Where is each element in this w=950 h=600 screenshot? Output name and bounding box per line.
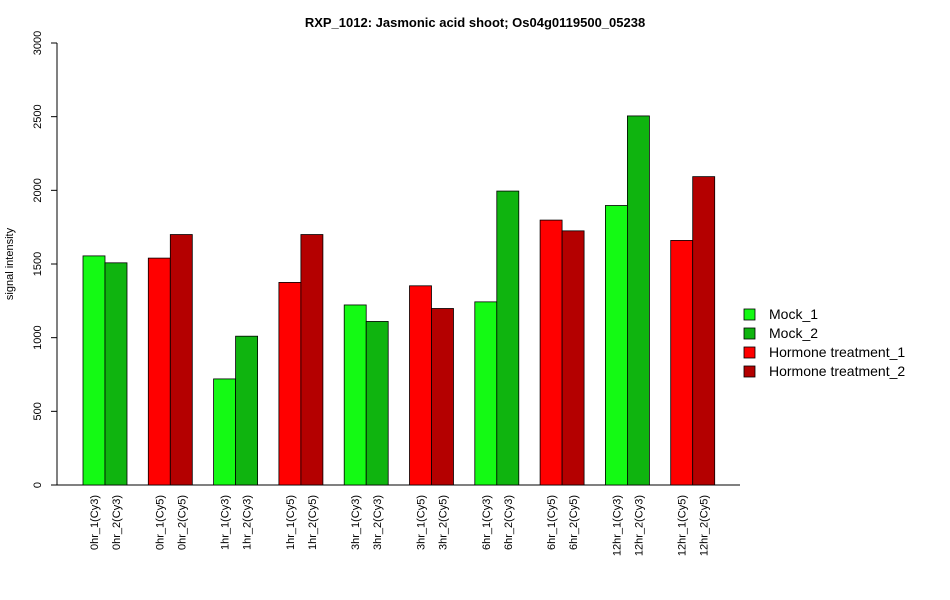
x-tick-label: 6hr_2(Cy5) bbox=[568, 495, 580, 550]
x-tick-label: 0hr_2(Cy3) bbox=[111, 495, 123, 550]
bar-12hr_1(Cy5) bbox=[670, 240, 694, 486]
x-tick-label: 3hr_2(Cy5) bbox=[438, 495, 450, 550]
bar-12hr_2(Cy3) bbox=[627, 115, 650, 486]
y-tick-label: 0 bbox=[32, 482, 44, 488]
x-tick-label: 12hr_2(Cy5) bbox=[699, 495, 711, 556]
x-tick-label: 1hr_2(Cy3) bbox=[242, 495, 254, 550]
legend-label: Hormone treatment_1 bbox=[769, 344, 905, 360]
x-tick-label: 12hr_1(Cy5) bbox=[677, 495, 689, 556]
chart-title: RXP_1012: Jasmonic acid shoot; Os04g0119… bbox=[305, 15, 645, 30]
x-tick-label: 0hr_1(Cy5) bbox=[154, 495, 166, 550]
bar-1hr_2(Cy3) bbox=[235, 335, 259, 486]
legend-swatch bbox=[743, 365, 756, 378]
x-tick-label: 6hr_1(Cy5) bbox=[546, 495, 558, 550]
bar-0hr_2(Cy3) bbox=[104, 262, 128, 486]
bar-3hr_2(Cy3) bbox=[365, 321, 389, 486]
x-axis-labels: 0hr_1(Cy3) 0hr_2(Cy3) 0hr_1(Cy5) 0hr_2(Cy5)… bbox=[89, 495, 711, 556]
y-axis-label: signal intensity bbox=[4, 227, 16, 300]
legend-label: Mock_2 bbox=[769, 325, 818, 341]
legend-swatch bbox=[743, 327, 756, 340]
x-tick-label: 12hr_2(Cy3) bbox=[633, 495, 645, 556]
bar-6hr_2(Cy3) bbox=[496, 190, 520, 486]
x-tick-label: 3hr_1(Cy3) bbox=[350, 495, 362, 550]
legend-swatch bbox=[743, 308, 756, 321]
x-tick-label: 6hr_1(Cy3) bbox=[481, 495, 493, 550]
y-tick-label: 2500 bbox=[32, 104, 44, 128]
legend-label: Mock_1 bbox=[769, 306, 818, 322]
x-tick-label: 6hr_2(Cy3) bbox=[503, 495, 515, 550]
bar-0hr_1(Cy3) bbox=[82, 255, 106, 486]
x-tick-label: 3hr_2(Cy3) bbox=[372, 495, 384, 550]
bar-3hr_1(Cy5) bbox=[409, 285, 432, 486]
y-tick-label: 1500 bbox=[32, 252, 44, 276]
bar-3hr_1(Cy3) bbox=[343, 304, 367, 486]
bar-6hr_1(Cy5) bbox=[539, 219, 563, 486]
x-tick-label: 0hr_1(Cy3) bbox=[89, 495, 101, 550]
x-tick-label: 1hr_1(Cy3) bbox=[220, 495, 232, 550]
bar-6hr_1(Cy3) bbox=[474, 301, 498, 486]
bar-0hr_1(Cy5) bbox=[147, 257, 171, 486]
x-tick-label: 3hr_1(Cy5) bbox=[416, 495, 428, 550]
bar-12hr_1(Cy3) bbox=[605, 205, 628, 486]
x-tick-label: 1hr_1(Cy5) bbox=[285, 495, 297, 550]
x-tick-label: 12hr_1(Cy3) bbox=[611, 495, 623, 556]
x-tick-label: 0hr_2(Cy5) bbox=[176, 495, 188, 550]
bar-1hr_2(Cy5) bbox=[300, 234, 324, 486]
y-tick-label: 3000 bbox=[32, 31, 44, 55]
legend: Mock_1 Mock_2 Hormone treatment_1 Hormone t… bbox=[743, 306, 905, 379]
bar-12hr_2(Cy5) bbox=[692, 176, 716, 486]
y-axis-ticks: 0 500 1000 1500 2000 2500 3000 bbox=[32, 31, 57, 488]
bar-6hr_2(Cy5) bbox=[561, 230, 585, 486]
bar-1hr_1(Cy5) bbox=[278, 282, 302, 486]
bar-3hr_2(Cy5) bbox=[431, 308, 454, 486]
bars bbox=[82, 115, 716, 486]
legend-label: Hormone treatment_2 bbox=[769, 363, 905, 379]
bar-0hr_2(Cy5) bbox=[169, 234, 193, 486]
bar-1hr_1(Cy3) bbox=[213, 378, 237, 486]
y-tick-label: 2000 bbox=[32, 178, 44, 202]
legend-swatch bbox=[743, 346, 756, 359]
y-tick-label: 1000 bbox=[32, 325, 44, 349]
x-tick-label: 1hr_2(Cy5) bbox=[307, 495, 319, 550]
y-tick-label: 500 bbox=[32, 402, 44, 420]
